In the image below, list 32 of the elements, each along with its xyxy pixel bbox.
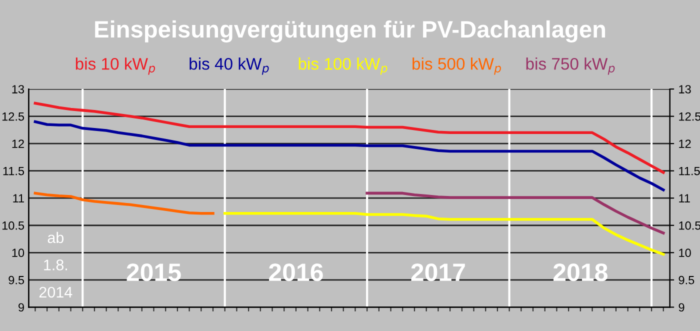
annotation: 2018	[553, 263, 608, 282]
y2-tick-label: 11.5	[679, 166, 700, 176]
y-tick-label: 12	[12, 140, 24, 148]
text: bis 10 kW$_{p}$	[76, 58, 156, 75]
line-series	[34, 102, 665, 174]
annotation: ab 1.8. 2014	[39, 232, 72, 298]
y-tick-label: 13	[12, 85, 24, 94]
y2-tick-label: 11	[679, 194, 690, 202]
y-tick-label: 11	[13, 194, 24, 202]
y-tick-label: 9.5	[8, 276, 24, 284]
y-tick-label: 10	[12, 248, 24, 258]
y-tick-label: 9	[18, 303, 24, 312]
text: bis 40 kW$_{p}$	[190, 58, 269, 75]
y-tick-label: 12.5	[2, 112, 24, 121]
line-series	[223, 212, 665, 256]
y2-tick-label: 10	[679, 248, 691, 258]
line-series	[34, 192, 214, 215]
y2-tick-label: 9	[678, 303, 684, 312]
text: bis 500 kW$_{p}$	[412, 58, 501, 75]
y2-tick-label: 12	[679, 140, 691, 148]
annotation: 2017	[411, 263, 465, 282]
text: bis 100 kW$_{p}$	[298, 58, 388, 75]
y2-tick-label: 13	[679, 85, 691, 94]
y-tick-label: 10.5	[2, 221, 24, 230]
line-series	[34, 120, 665, 192]
chart-title: Einspeisungvergütungen für PV-Dachanlagen	[95, 20, 606, 42]
text: bis 750 kW$_{p}$	[526, 58, 615, 75]
y2-tick-label: 9.5	[678, 276, 694, 284]
annotation: 2016	[269, 263, 323, 282]
line-series	[366, 192, 665, 234]
annotation: 2015	[126, 263, 181, 282]
y-tick-label: 11.5	[3, 166, 24, 176]
